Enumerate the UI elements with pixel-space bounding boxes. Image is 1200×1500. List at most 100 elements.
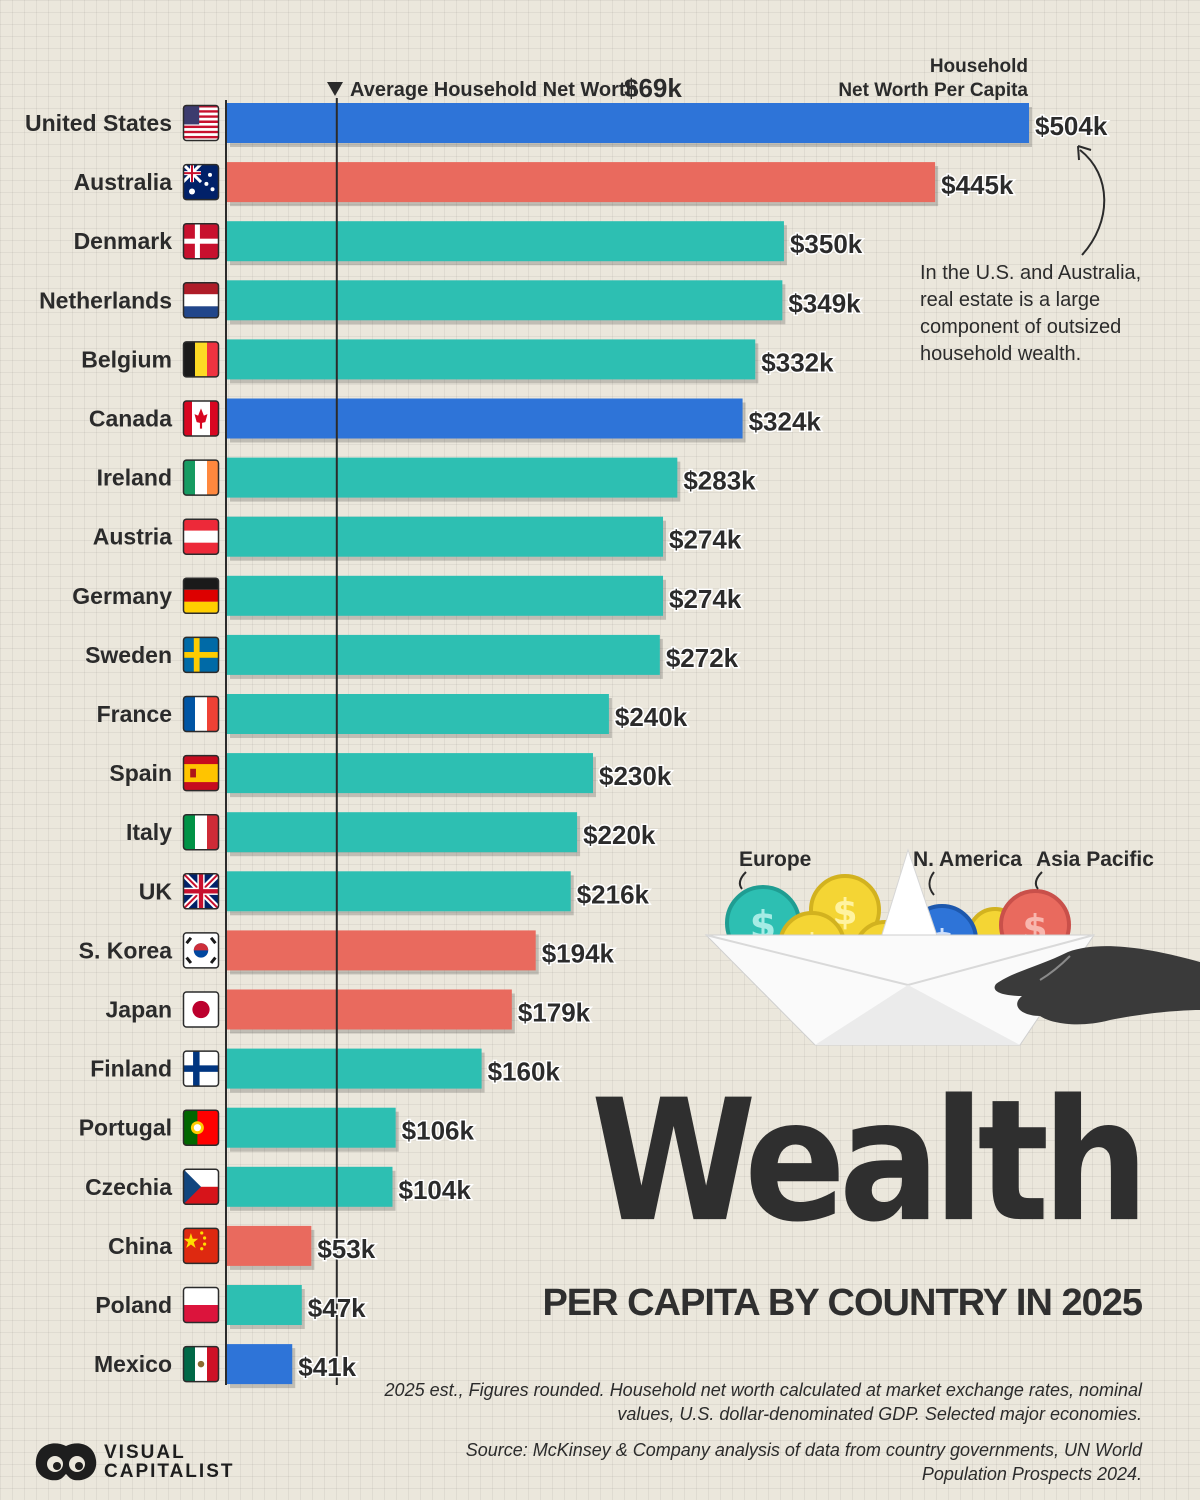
- value-label: $272k: [666, 643, 739, 673]
- value-label: $216k: [577, 879, 650, 909]
- bar: [227, 1107, 396, 1148]
- flag-it-icon: [182, 813, 220, 851]
- legend-asia-pacific: Asia Pacific: [1036, 848, 1154, 871]
- flag-es-icon: [182, 754, 220, 792]
- category-label: Italy: [126, 819, 172, 845]
- flag-jp-icon: [182, 991, 220, 1028]
- flag-pl-icon: [182, 1286, 220, 1324]
- arrow-head-icon: [1077, 145, 1092, 161]
- value-label: $445k: [941, 170, 1014, 200]
- flag-uk-icon: [182, 873, 220, 910]
- flag-fr-icon: [182, 695, 220, 733]
- flag-fi-icon: [182, 1050, 220, 1087]
- value-label: $41k: [298, 1352, 356, 1382]
- value-label: $106k: [402, 1116, 475, 1146]
- value-label: $274k: [669, 525, 742, 555]
- bar: [227, 221, 784, 262]
- curved-arrow-icon-n-america: [928, 871, 935, 896]
- bar: [227, 280, 783, 321]
- value-label: $53k: [317, 1234, 375, 1264]
- category-label: UK: [139, 878, 173, 904]
- average-value: $69k: [624, 73, 682, 103]
- bar: [227, 812, 578, 853]
- bar: [227, 1344, 293, 1385]
- value-label: $160k: [488, 1057, 561, 1087]
- logo-line1: VISUAL: [104, 1442, 186, 1463]
- value-label: $324k: [749, 407, 822, 437]
- bar: [227, 339, 756, 380]
- value-label: $104k: [398, 1175, 471, 1205]
- average-label: Average Household Net Worth: [350, 79, 638, 101]
- flag-au-icon: [182, 163, 220, 201]
- legend-europe: Europe: [739, 848, 811, 871]
- flag-ie-icon: [182, 459, 220, 496]
- value-label: $230k: [599, 761, 672, 791]
- value-label: $179k: [518, 998, 591, 1028]
- category-label: Canada: [89, 406, 172, 432]
- bar: [227, 694, 609, 734]
- flag-ca-icon: [182, 400, 220, 437]
- chart-title: Wealth: [591, 1064, 1149, 1260]
- value-label: $349k: [788, 288, 861, 318]
- value-label: $194k: [542, 938, 615, 968]
- bar: [227, 162, 936, 203]
- source-note: Source: McKinsey & Company analysis of d…: [465, 1440, 1142, 1484]
- logo: VISUAL CAPITALIST: [34, 1440, 234, 1484]
- flag-mx-icon: [182, 1345, 220, 1383]
- bar: [227, 871, 571, 912]
- flags-layer: [182, 104, 220, 1383]
- flag-nl-icon: [182, 282, 220, 319]
- bar: [227, 398, 743, 439]
- category-label: Belgium: [81, 346, 172, 372]
- bar: [227, 634, 660, 675]
- flag-cz-icon: [182, 1168, 220, 1206]
- value-axis-label-line2: Net Worth Per Capita: [838, 80, 1028, 101]
- value-label: $283k: [683, 466, 756, 496]
- category-label: Finland: [90, 1056, 172, 1082]
- category-label: S. Korea: [79, 937, 173, 963]
- value-label: $350k: [790, 229, 863, 259]
- bar: [227, 103, 1029, 143]
- bar: [227, 1048, 482, 1089]
- bar: [227, 457, 678, 498]
- category-label: Poland: [95, 1292, 172, 1318]
- flag-pt-icon: [182, 1109, 220, 1146]
- bar: [227, 930, 536, 971]
- category-label: Spain: [109, 760, 172, 786]
- value-label: $332k: [761, 347, 834, 377]
- flag-se-icon: [182, 636, 220, 674]
- bar: [227, 1225, 312, 1266]
- value-axis-label-line1: Household: [930, 56, 1028, 77]
- logo-line2: CAPITALIST: [104, 1461, 235, 1482]
- category-label: Australia: [74, 169, 173, 195]
- chart-subtitle: PER CAPITA BY COUNTRY IN 2025: [542, 1282, 1143, 1324]
- value-label: $504k: [1035, 111, 1108, 141]
- boat-illustration: $ $ $ $ $ $: [704, 848, 1200, 1046]
- category-label: Netherlands: [39, 287, 172, 313]
- category-label: Japan: [106, 997, 172, 1023]
- bar: [227, 753, 593, 794]
- bar: [227, 516, 664, 557]
- average-marker-icon: [327, 82, 343, 96]
- logo-icon: [35, 1443, 97, 1481]
- category-label: Sweden: [85, 642, 172, 668]
- value-label: $220k: [583, 820, 656, 850]
- flag-kr-icon: [182, 932, 220, 969]
- labels-layer: United States $504k Australia $445k Denmark $…: [25, 110, 1109, 1384]
- footnote: 2025 est., Figures rounded. Household ne…: [384, 1380, 1142, 1424]
- category-label: China: [108, 1233, 172, 1259]
- paper-boat-icon: [704, 848, 1095, 1046]
- legend-n-america: N. America: [913, 848, 1022, 871]
- category-label: Ireland: [97, 465, 172, 491]
- flag-us-icon: [182, 104, 220, 142]
- flag-be-icon: [182, 341, 220, 378]
- flag-dk-icon: [182, 222, 220, 260]
- category-label: United States: [25, 110, 172, 136]
- bars-layer: [227, 103, 1032, 1389]
- category-label: Austria: [93, 524, 172, 550]
- bar: [227, 1285, 302, 1325]
- bar: [227, 989, 512, 1030]
- bar: [227, 575, 664, 616]
- value-label: $240k: [615, 702, 688, 732]
